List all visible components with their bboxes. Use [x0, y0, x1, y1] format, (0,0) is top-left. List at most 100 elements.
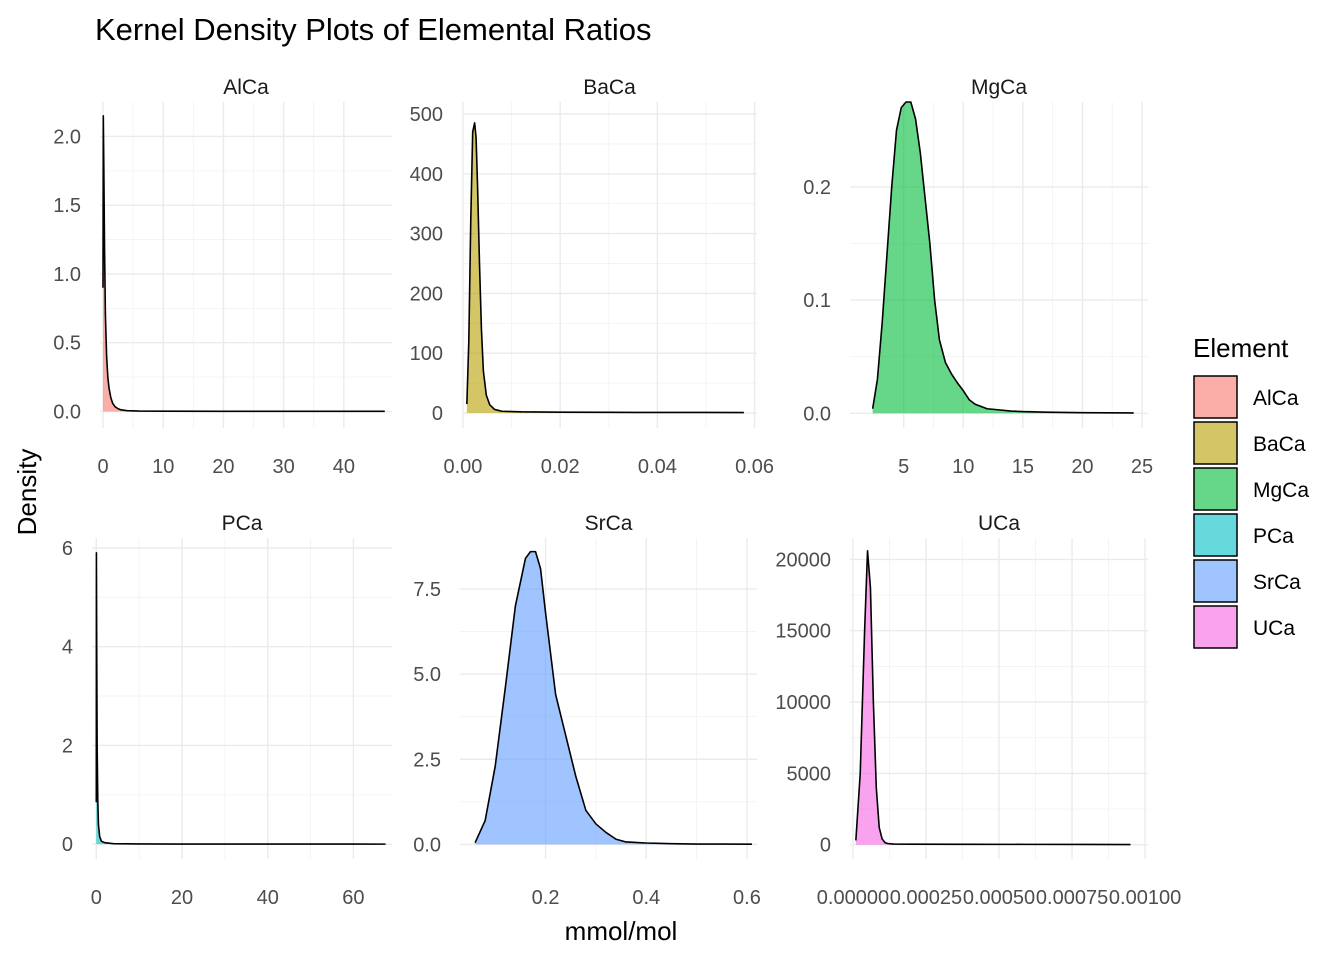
x-tick-label: 0.00025: [890, 887, 962, 909]
y-tick-label: 0.0: [413, 834, 441, 856]
facet-label: BaCa: [583, 76, 636, 99]
legend: Element AlCa BaCa MgCa PCa SrCa UCa: [1193, 333, 1309, 649]
x-tick-label: 40: [333, 456, 355, 478]
x-tick-label: 0.00050: [963, 887, 1035, 909]
x-tick-label: 20: [1071, 456, 1093, 478]
legend-title: Element: [1193, 333, 1289, 363]
density-area: [466, 122, 744, 414]
facet-baca: BaCa 0.00 0.02 0.04 0.06 0 100 200 300 400 500: [410, 76, 774, 478]
x-axis-title: mmol/mol: [565, 916, 678, 946]
facet-label: MgCa: [971, 76, 1027, 99]
x-tick-label: 0.00100: [1109, 887, 1181, 909]
density-line: [102, 114, 385, 413]
y-tick-label: 6: [62, 538, 73, 560]
y-tick-label: 1.0: [53, 264, 81, 286]
y-tick-label: 2: [62, 735, 73, 757]
facet-label: PCa: [222, 512, 263, 535]
facet-label: SrCa: [585, 512, 633, 535]
legend-label: SrCa: [1253, 571, 1301, 594]
legend-label: BaCa: [1253, 433, 1306, 456]
legend-label: AlCa: [1253, 387, 1299, 410]
y-tick-label: 0: [62, 834, 73, 856]
x-tick-label: 0.2: [532, 887, 560, 909]
density-line: [871, 101, 1134, 414]
facet-label: AlCa: [223, 76, 269, 99]
y-tick-label: 0.0: [53, 401, 81, 423]
y-tick-label: 7.5: [413, 579, 441, 601]
x-tick-label: 0.4: [632, 887, 660, 909]
legend-swatch: [1193, 467, 1238, 511]
density-area: [475, 551, 752, 845]
density-line: [474, 550, 752, 845]
facet-label: UCa: [978, 512, 1020, 535]
x-tick-label: 5: [898, 456, 909, 478]
facet-pca: PCa 0 20 40 60 0 2 4 6: [62, 512, 392, 909]
legend-swatch: [1193, 375, 1238, 419]
density-area: [103, 115, 385, 412]
facet-srca: SrCa 0.2 0.4 0.6 0.0 2.5 5.0 7.5: [413, 512, 761, 909]
density-line: [95, 552, 386, 845]
y-tick-label: 0.0: [803, 403, 831, 425]
x-tick-label: 15: [1012, 456, 1034, 478]
x-tick-label: 30: [273, 456, 295, 478]
x-tick-label: 0.04: [638, 456, 677, 478]
density-area: [96, 552, 386, 845]
x-tick-label: 0.00000: [817, 887, 889, 909]
y-tick-label: 0: [432, 403, 443, 425]
x-tick-label: 25: [1131, 456, 1153, 478]
y-tick-label: 1.5: [53, 195, 81, 217]
legend-item-alca: AlCa: [1193, 375, 1299, 419]
y-tick-label: 5.0: [413, 664, 441, 686]
y-tick-label: 5000: [787, 763, 832, 785]
y-tick-label: 10000: [775, 692, 831, 714]
legend-label: PCa: [1253, 525, 1294, 548]
x-tick-label: 60: [342, 887, 364, 909]
y-tick-label: 0.2: [803, 177, 831, 199]
y-tick-label: 0.5: [53, 333, 81, 355]
facet-alca: AlCa 0 10 20 30 40 0.0 0.5 1.0 1.5 2.0: [53, 76, 392, 478]
x-tick-label: 0: [91, 887, 102, 909]
legend-swatch: [1193, 559, 1238, 603]
facet-mgca: MgCa 5 10 15 20 25 0.0 0.1 0.2: [803, 76, 1153, 478]
y-tick-label: 400: [410, 164, 443, 186]
y-tick-label: 0.1: [803, 290, 831, 312]
x-tick-label: 0.02: [541, 456, 580, 478]
legend-item-baca: BaCa: [1193, 421, 1306, 465]
legend-label: MgCa: [1253, 479, 1309, 502]
y-tick-label: 4: [62, 637, 73, 659]
legend-swatch: [1193, 513, 1238, 557]
legend-item-pca: PCa: [1193, 513, 1294, 557]
legend-item-srca: SrCa: [1193, 559, 1301, 603]
y-tick-label: 0: [820, 835, 831, 857]
x-tick-label: 0: [97, 456, 108, 478]
y-axis-title: Density: [12, 449, 42, 536]
y-tick-label: 300: [410, 224, 443, 246]
y-tick-label: 100: [410, 343, 443, 365]
x-tick-label: 0.00075: [1036, 887, 1108, 909]
x-tick-label: 40: [257, 887, 279, 909]
facet-uca: UCa 0.00000 0.00025 0.00050 0.00075 0.00100 0 5…: [775, 512, 1181, 909]
y-tick-label: 200: [410, 283, 443, 305]
x-tick-label: 20: [212, 456, 234, 478]
legend-item-mgca: MgCa: [1193, 467, 1309, 511]
x-tick-label: 20: [171, 887, 193, 909]
x-tick-label: 10: [952, 456, 974, 478]
x-tick-label: 10: [152, 456, 174, 478]
chart-title: Kernel Density Plots of Elemental Ratios: [95, 12, 652, 47]
y-tick-label: 15000: [775, 621, 831, 643]
y-tick-label: 20000: [775, 549, 831, 571]
legend-swatch: [1193, 421, 1238, 465]
y-tick-label: 2.5: [413, 749, 441, 771]
legend-item-uca: UCa: [1193, 605, 1295, 649]
density-line: [466, 122, 744, 414]
legend-swatch: [1193, 605, 1238, 649]
x-tick-label: 0.00: [444, 456, 483, 478]
x-tick-label: 0.06: [735, 456, 774, 478]
x-tick-label: 0.6: [733, 887, 761, 909]
density-area: [872, 102, 1134, 414]
y-tick-label: 2.0: [53, 126, 81, 148]
density-line: [855, 550, 1131, 846]
y-tick-label: 500: [410, 104, 443, 126]
